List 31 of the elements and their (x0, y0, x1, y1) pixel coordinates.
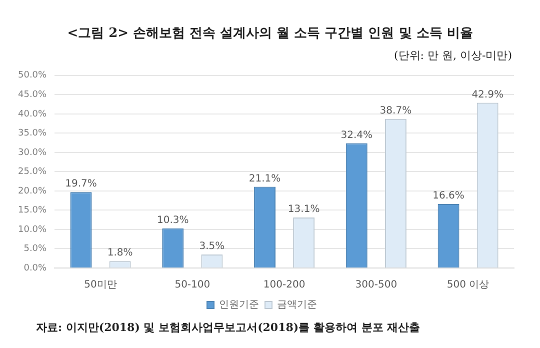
data-label: 3.5% (199, 241, 225, 252)
y-tick-label: 0.0% (24, 263, 48, 274)
text: 자료: 이지만(2018) 및 보험회사업무보고서(2018)를 활용하여 분포 재산출 (36, 320, 420, 335)
y-tick-label: 25.0% (18, 167, 48, 178)
legend-label: 금액기준 (277, 300, 317, 311)
data-label: 38.7% (380, 106, 412, 117)
x-tick-label: 50-100 (174, 280, 210, 291)
y-tick-label: 40.0% (18, 109, 48, 120)
y-tick-label: 30.0% (18, 148, 48, 158)
chart-title: <그림 2> 손해보험 전속 설계사의 월 소득 구간별 인원 및 소득 비율 (66, 25, 474, 42)
data-label: 10.3% (157, 214, 189, 226)
x-tick-label: 100-200 (263, 280, 306, 291)
y-tick-label: 35.0% (18, 128, 48, 139)
chart-subtitle: (단위: 만 원, 이상-미만) (394, 48, 512, 63)
y-tick-label: 5.0% (24, 244, 48, 254)
x-tick-label: 50미만 (84, 280, 117, 291)
y-tick-label: 20.0% (18, 186, 48, 196)
data-label: 42.9% (472, 89, 504, 100)
y-tick-label: 15.0% (18, 206, 48, 216)
data-label: 13.1% (288, 204, 320, 216)
data-label: 21.1% (248, 173, 281, 184)
data-label: 16.6% (432, 190, 464, 202)
x-tick-label: 300-500 (355, 280, 398, 291)
y-tick-label: 10.0% (18, 224, 48, 235)
data-label: 1.8% (107, 248, 133, 259)
data-label: 19.7% (65, 178, 97, 190)
x-tick-label: 500 이상 (446, 280, 490, 291)
y-tick-label: 45.0% (18, 90, 48, 100)
data-label: 32.4% (340, 130, 373, 141)
legend-label: 인원기준 (219, 300, 259, 311)
y-tick-label: 50.0% (18, 70, 48, 81)
